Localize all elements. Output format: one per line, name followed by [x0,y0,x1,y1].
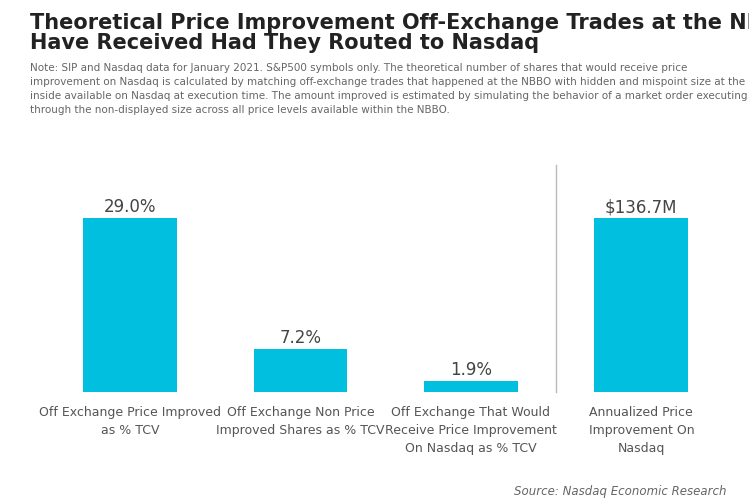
Text: 1.9%: 1.9% [450,361,492,379]
Text: 7.2%: 7.2% [279,329,321,347]
Bar [254,349,348,392]
Text: Source: Nasdaq Economic Research: Source: Nasdaq Economic Research [514,485,727,498]
Bar [83,218,177,392]
Text: Note: SIP and Nasdaq data for January 2021. S&P500 symbols only. The theoretical: Note: SIP and Nasdaq data for January 20… [30,63,748,115]
Text: Theoretical Price Improvement Off-Exchange Trades at the NBBO Would: Theoretical Price Improvement Off-Exchan… [30,13,749,33]
Bar [595,218,688,392]
Text: $136.7M: $136.7M [605,198,678,216]
Text: Have Received Had They Routed to Nasdaq: Have Received Had They Routed to Nasdaq [30,33,539,53]
Bar [424,381,518,392]
Text: 29.0%: 29.0% [104,198,157,216]
